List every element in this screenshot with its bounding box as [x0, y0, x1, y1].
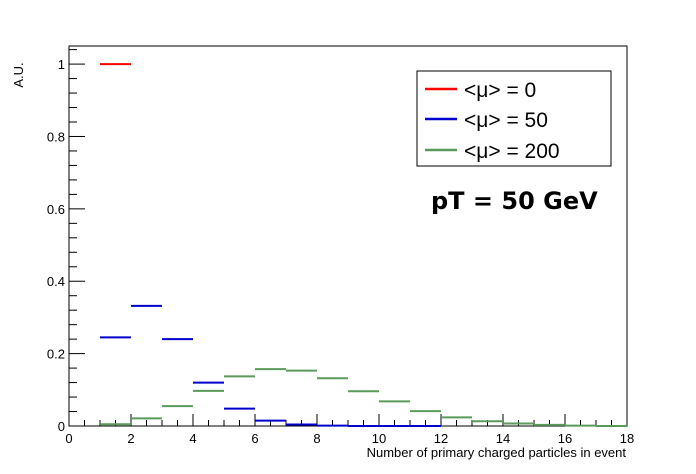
legend-label-mu0: <μ> = 0: [464, 79, 536, 102]
legend-label-mu200: <μ> = 200: [464, 140, 560, 163]
x-tick-label: 8: [313, 431, 320, 446]
histogram-marks: [100, 63, 627, 427]
legend: <μ> = 0 <μ> = 50 <μ> = 200: [416, 70, 612, 167]
x-tick-label: 4: [189, 431, 196, 446]
axis-ticks: 0 2 4 6 8 10 12 14 16 18 0 0.2 0.4 0.6 0.8 1: [47, 49, 634, 446]
x-tick-label: 14: [496, 431, 510, 446]
x-tick-label: 12: [434, 431, 448, 446]
y-tick-label: 0: [58, 419, 65, 434]
y-tick-label: 0.2: [47, 347, 65, 362]
x-axis-label: Number of primary charged particles in e…: [367, 445, 627, 460]
y-tick-label: 0.6: [47, 202, 65, 217]
x-tick-label: 2: [127, 431, 134, 446]
pt-annotation: pT = 50 GeV: [431, 187, 598, 215]
y-tick-label: 1: [58, 57, 65, 72]
x-tick-label: 16: [558, 431, 572, 446]
y-tick-label: 0.8: [47, 129, 65, 144]
x-tick-label: 6: [251, 431, 258, 446]
x-tick-label: 18: [620, 431, 634, 446]
y-axis-label: A.U.: [11, 62, 26, 87]
legend-label-mu50: <μ> = 50: [464, 109, 548, 132]
x-tick-label: 10: [372, 431, 386, 446]
y-tick-label: 0.4: [47, 274, 65, 289]
x-tick-label: 0: [65, 431, 72, 446]
